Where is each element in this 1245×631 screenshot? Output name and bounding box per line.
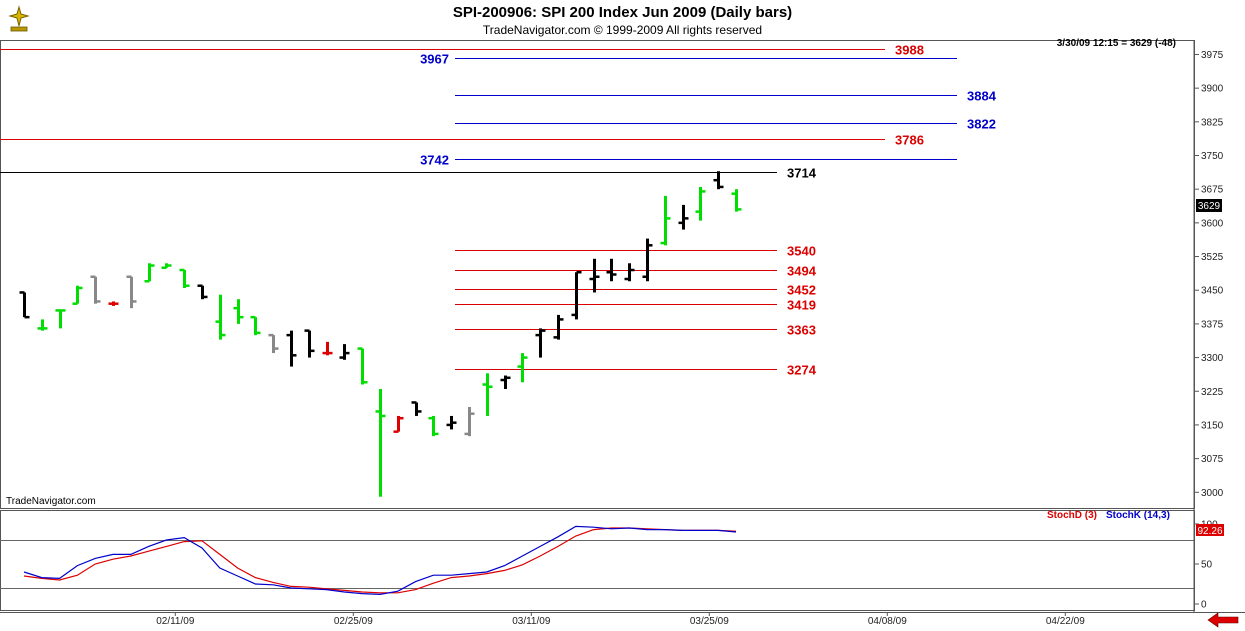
- price-bar: [464, 406, 475, 437]
- level-label: 3419: [787, 298, 816, 313]
- level-label: 3742: [420, 153, 449, 168]
- price-bar: [571, 271, 582, 320]
- price-bar: [428, 415, 439, 437]
- price-bar: [535, 328, 546, 358]
- price-bar: [268, 333, 279, 354]
- price-bar: [411, 401, 422, 416]
- date-tick-label: 02/11/09: [156, 616, 195, 627]
- price-tick-label: 3300: [1201, 353, 1224, 364]
- price-bar: [357, 347, 368, 385]
- level-label: 3494: [787, 264, 817, 279]
- trade-navigator-logo-icon: [8, 5, 30, 32]
- stoch-k-legend: StochK (14,3): [1106, 510, 1170, 521]
- price-bar: [250, 315, 261, 336]
- price-tick-label: 3600: [1201, 218, 1224, 229]
- price-tick-label: 3825: [1201, 117, 1224, 128]
- price-tick-label: 3075: [1201, 454, 1224, 465]
- price-bar: [197, 284, 208, 300]
- price-bar: [108, 301, 119, 306]
- level-label: 3884: [967, 89, 997, 104]
- date-tick-label: 03/25/09: [690, 616, 729, 627]
- price-bar: [90, 275, 101, 304]
- price-bar: [286, 330, 297, 367]
- last-price-value: 3629: [1198, 201, 1221, 212]
- scroll-left-arrow-icon[interactable]: [1207, 612, 1239, 628]
- price-tick-label: 3375: [1201, 319, 1224, 330]
- stoch-value-badge: [1196, 524, 1224, 536]
- chart-subtitle: TradeNavigator.com © 1999-2009 All right…: [482, 23, 763, 37]
- chart-header: SPI-200906: SPI 200 Index Jun 2009 (Dail…: [0, 0, 1245, 40]
- price-axis: 3000 3075 3150 3225 3300 3375 3450 3525 3600 3675…: [1194, 50, 1224, 499]
- price-bar: [55, 309, 66, 329]
- date-axis: 02/11/09 02/25/09 03/11/09 03/25/09 04/08/09…: [156, 612, 1085, 627]
- price-bar: [713, 171, 724, 190]
- support-resistance-levels: 3988 3967 3884 3822 3786 3742 3714 3540 3494 3452…: [0, 43, 997, 378]
- stoch-tick-label: 0: [1201, 600, 1207, 611]
- price-tick-label: 3450: [1201, 286, 1224, 297]
- price-tick-label: 3975: [1201, 50, 1224, 61]
- price-bar: [72, 285, 83, 305]
- price-bar: [37, 319, 48, 331]
- price-tick-label: 3750: [1201, 151, 1224, 162]
- price-bar: [642, 238, 653, 282]
- price-bar: [695, 186, 706, 221]
- level-label: 3540: [787, 244, 816, 259]
- price-bar: [233, 299, 244, 324]
- price-bar: [19, 291, 30, 319]
- price-bar: [553, 314, 564, 340]
- date-tick-label: 03/11/09: [512, 616, 551, 627]
- stochastic-indicator: [0, 525, 1194, 596]
- price-readout: 3/30/09 12:15 = 3629 (-48): [1057, 38, 1176, 49]
- price-bar: [161, 263, 172, 270]
- level-label: 3363: [787, 323, 816, 338]
- price-bar: [215, 294, 226, 340]
- price-bar: [446, 415, 457, 430]
- price-bar: [179, 268, 190, 288]
- price-bar: [589, 258, 600, 293]
- price-tick-label: 3000: [1201, 488, 1224, 499]
- price-bar: [304, 329, 315, 358]
- price-tick-label: 3225: [1201, 387, 1224, 398]
- level-label: 3714: [787, 166, 817, 181]
- price-bar: [322, 341, 333, 356]
- date-tick-label: 02/25/09: [334, 616, 373, 627]
- price-bar: [482, 373, 493, 416]
- price-bar: [375, 389, 386, 497]
- watermark-text: TradeNavigator.com: [6, 496, 96, 507]
- price-bar: [393, 415, 404, 433]
- level-label: 3452: [787, 283, 816, 298]
- level-label: 3274: [787, 363, 817, 378]
- level-label: 3988: [895, 43, 924, 58]
- price-bar: [660, 195, 671, 246]
- price-tick-label: 3900: [1201, 84, 1224, 95]
- stochastic-panel: [0, 510, 1195, 611]
- stoch-d-legend: StochD (3): [1047, 510, 1097, 521]
- level-label: 3967: [420, 52, 449, 67]
- price-tick-label: 3150: [1201, 420, 1224, 431]
- price-bar: [339, 344, 350, 360]
- chart-title: SPI-200906: SPI 200 Index Jun 2009 (Dail…: [452, 4, 793, 21]
- price-bar: [517, 353, 528, 383]
- price-bar: [624, 263, 635, 282]
- price-bar: [144, 263, 155, 283]
- price-bar: [606, 258, 617, 282]
- stoch-k-line: [23, 525, 737, 596]
- price-bars: [19, 171, 742, 497]
- date-tick-label: 04/22/09: [1046, 616, 1085, 627]
- price-bar: [126, 275, 137, 309]
- price-tick-label: 3675: [1201, 185, 1224, 196]
- level-label: 3786: [895, 133, 924, 148]
- last-price-badge: [1196, 199, 1222, 212]
- price-bar: [500, 375, 511, 390]
- stoch-value: 92.26: [1197, 526, 1222, 537]
- date-tick-label: 04/08/09: [868, 616, 907, 627]
- price-tick-label: 3525: [1201, 252, 1224, 263]
- price-bar: [731, 189, 742, 212]
- price-bar: [678, 204, 689, 230]
- price-panel: [0, 40, 1195, 509]
- level-label: 3822: [967, 117, 996, 132]
- stoch-tick-label: 50: [1201, 560, 1213, 571]
